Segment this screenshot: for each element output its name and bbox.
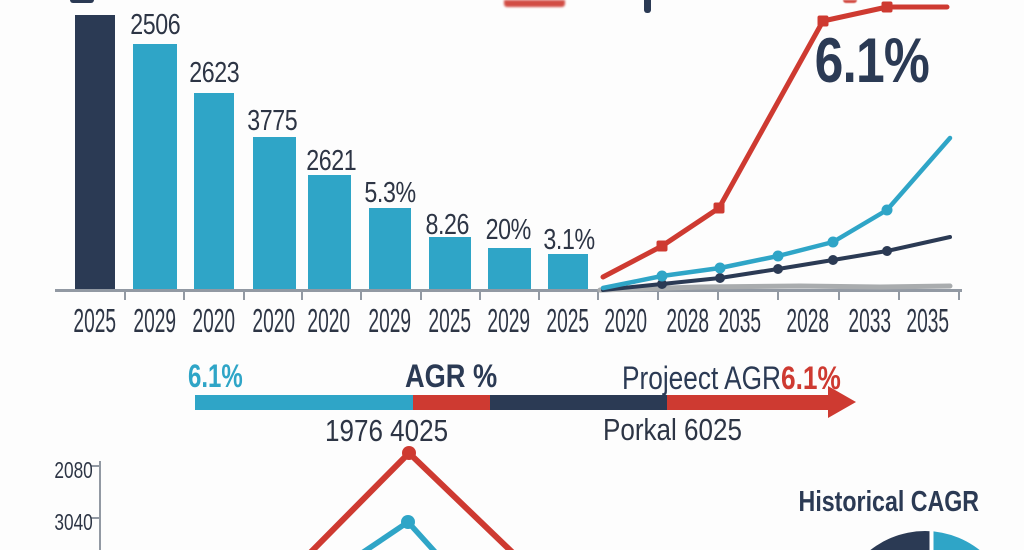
bar-value-label: 5.3%	[364, 177, 416, 209]
axis-tick	[777, 292, 779, 300]
x-axis-label: 2028	[786, 302, 830, 339]
axis-tick	[479, 292, 481, 300]
mini-axis-tick	[91, 465, 99, 467]
timeline-segment-3	[667, 395, 829, 410]
axis-tick	[657, 292, 659, 300]
mini-y-label: 3040	[54, 509, 94, 535]
axis-tick	[243, 292, 245, 300]
cutoff-red-title-text	[504, 0, 565, 7]
x-axis-label: 2020	[604, 302, 648, 339]
bar-value-label: 3775	[247, 105, 298, 137]
x-axis-label: 2035	[906, 302, 950, 339]
bar-1	[133, 44, 177, 290]
axis-tick	[538, 292, 540, 300]
axis-tick	[420, 292, 422, 300]
cutoff-red-dash	[843, 0, 857, 3]
axis-tick	[597, 292, 599, 300]
timeline-segment-1	[413, 395, 490, 410]
bar-value-label: 2506	[130, 9, 181, 41]
timeline-label-above-3: 6.1%	[781, 360, 841, 396]
timeline-label-above-0: 6.1%	[188, 358, 243, 394]
x-axis-label: 2020	[192, 302, 236, 339]
timeline-label-below-1: Porkal 6025	[603, 412, 742, 447]
timeline-segment-2	[490, 395, 667, 410]
axis-tick	[717, 292, 719, 300]
axis-tick	[958, 292, 960, 300]
cutoff-navy-divider	[644, 0, 651, 13]
timeline-segment-0	[195, 395, 413, 410]
axis-tick	[124, 292, 126, 300]
bar-7	[488, 248, 531, 290]
bar-4	[308, 175, 351, 290]
bar-2	[194, 93, 234, 290]
bar-value-label: 8.26	[425, 209, 469, 241]
mini-axis-tick	[91, 517, 99, 519]
bar-value-label: 3.1%	[543, 224, 595, 256]
timeline-label-above-2: Projeect AGR	[622, 360, 781, 396]
bar-5	[369, 208, 411, 290]
x-axis-label: 2029	[368, 302, 412, 339]
x-axis-label: 2029	[487, 302, 531, 339]
mini-y-label: 2080	[54, 457, 94, 483]
bar-0	[75, 15, 115, 290]
arrowhead-icon	[828, 386, 856, 418]
axis-tick	[301, 292, 303, 300]
axis-tick	[360, 292, 362, 300]
axis-tick	[898, 292, 900, 300]
cutoff-navy-above-bar	[70, 0, 94, 3]
x-axis-label: 2020	[307, 302, 351, 339]
x-axis-label: 2020	[252, 302, 296, 339]
axis-tick	[183, 292, 185, 300]
bar-8	[548, 254, 588, 290]
bar-value-label: 20%	[485, 214, 531, 246]
bar-value-label: 2621	[306, 145, 357, 177]
axis-tick	[838, 292, 840, 300]
bar-value-label: 2623	[189, 57, 240, 89]
timeline-label-below-0: 1976 4025	[325, 413, 449, 448]
bar-6	[429, 237, 471, 290]
bar-3	[253, 137, 296, 290]
x-axis-label: 2035	[718, 302, 762, 339]
mini-y-axis	[99, 461, 101, 550]
x-axis-label: 2033	[848, 302, 892, 339]
x-axis-label: 2029	[133, 302, 177, 339]
x-axis-label: 2025	[73, 302, 117, 339]
x-axis-label: 2028	[666, 302, 710, 339]
x-axis-label: 2025	[428, 302, 472, 339]
x-axis	[55, 289, 962, 292]
x-axis-label: 2025	[546, 302, 590, 339]
timeline-label-above-1: AGR %	[405, 358, 498, 394]
pie-title: Historical CAGR	[798, 486, 980, 518]
